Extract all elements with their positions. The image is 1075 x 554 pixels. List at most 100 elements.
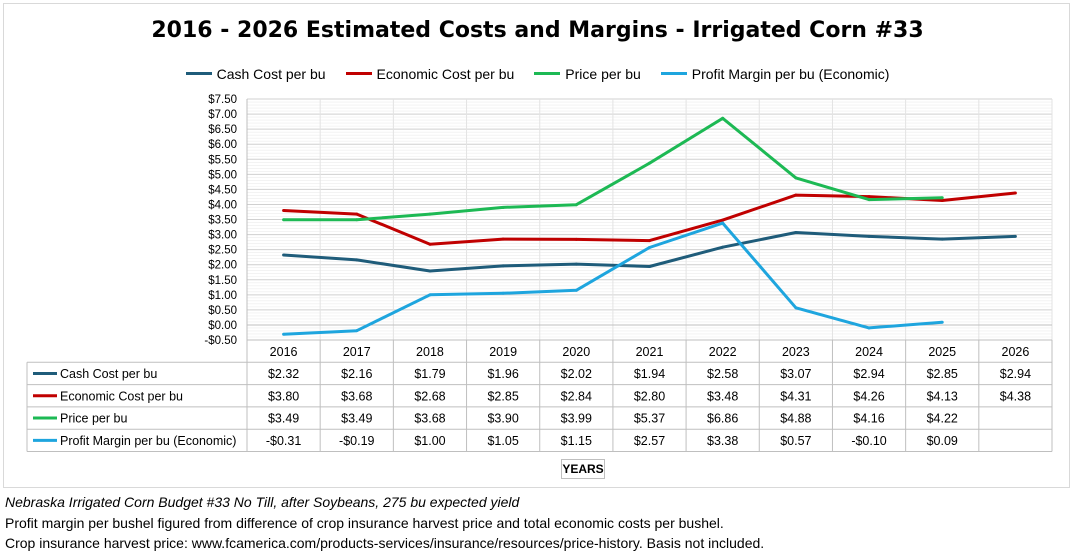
data-point [940, 196, 944, 200]
data-point [501, 291, 505, 295]
x-axis-title: YEARS [561, 459, 605, 479]
data-label: $4.38 [1000, 389, 1031, 403]
data-point [282, 218, 286, 222]
data-label: $4.22 [927, 412, 958, 426]
legend-item: Economic Cost per bu [345, 65, 515, 82]
data-label: $3.49 [341, 412, 372, 426]
data-label: $1.94 [634, 367, 665, 381]
legend-item: Cash Cost per bu [185, 65, 326, 82]
y-tick-label: $5.00 [208, 169, 237, 181]
data-label: $1.05 [487, 434, 518, 448]
x-tick-label: 2020 [562, 345, 590, 359]
data-point [721, 116, 725, 120]
data-point [794, 306, 798, 310]
data-label: $2.84 [561, 389, 592, 403]
data-label: $3.68 [414, 412, 445, 426]
data-label: $3.07 [780, 367, 811, 381]
data-point [648, 161, 651, 165]
data-label: $1.96 [487, 367, 518, 381]
data-point [867, 326, 871, 330]
data-label: $2.85 [487, 389, 518, 403]
x-tick-label: 2022 [709, 345, 737, 359]
data-label: $2.32 [268, 367, 299, 381]
legend-item: Profit Margin per bu (Economic) [660, 65, 890, 82]
y-tick-label: $7.00 [208, 109, 237, 121]
table-series-name: Economic Cost per bu [60, 389, 183, 403]
legend-item: Price per bu [534, 66, 641, 82]
data-label: $2.94 [1000, 367, 1031, 381]
data-label: $3.99 [561, 412, 592, 426]
x-tick-label: 2016 [270, 345, 298, 359]
data-label: $2.02 [561, 367, 592, 381]
y-tick-label: $3.00 [208, 230, 237, 242]
y-tick-label: $3.50 [208, 215, 237, 227]
y-tick-label: $4.50 [208, 184, 237, 196]
series-line-2 [283, 116, 943, 222]
data-label: $4.13 [927, 389, 958, 403]
y-tick-label: $5.50 [208, 154, 237, 166]
x-tick-label: 2024 [855, 345, 883, 359]
data-point [355, 218, 359, 222]
data-point [794, 176, 798, 180]
data-point [574, 288, 578, 292]
data-point [428, 212, 432, 216]
data-point [648, 239, 651, 243]
data-point [648, 264, 651, 268]
data-label: $2.85 [927, 367, 958, 381]
data-point [428, 269, 432, 273]
table-series-name: Profit Margin per bu (Economic) [60, 434, 236, 448]
data-point [648, 246, 651, 250]
data-point [282, 253, 286, 257]
data-point [428, 293, 432, 297]
y-tick-label: $0.00 [208, 320, 237, 332]
data-label: $4.31 [780, 389, 811, 403]
legend: Cash Cost per bu Economic Cost per bu Pric… [0, 62, 1075, 82]
data-point [355, 329, 359, 333]
table-series-name: Cash Cost per bu [60, 367, 157, 381]
data-point [721, 221, 725, 225]
data-label: $1.00 [414, 434, 445, 448]
data-point [794, 193, 798, 197]
x-tick-label: 2021 [636, 345, 664, 359]
data-label: $3.38 [707, 434, 738, 448]
series-line-3 [283, 221, 943, 336]
data-label: -$0.19 [339, 434, 374, 448]
data-point [721, 245, 725, 249]
data-point [428, 242, 432, 246]
legend-label: Profit Margin per bu (Economic) [691, 65, 890, 82]
data-label: $2.94 [853, 367, 884, 381]
data-point [1013, 234, 1017, 238]
data-point [940, 199, 944, 203]
data-label: $2.80 [634, 389, 665, 403]
data-label: -$0.31 [266, 434, 301, 448]
data-label: $3.80 [268, 389, 299, 403]
y-tick-label: $6.00 [208, 139, 237, 151]
data-label: -$0.10 [851, 434, 886, 448]
data-point [574, 237, 578, 241]
y-tick-label: $0.50 [208, 305, 237, 317]
legend-label: Economic Cost per bu [376, 65, 515, 82]
data-label: $5.37 [634, 412, 665, 426]
data-label: $4.16 [853, 412, 884, 426]
data-point [355, 212, 359, 216]
footer-line-3: Crop insurance harvest price: www.fcamer… [5, 535, 765, 551]
legend-label: Cash Cost per bu [216, 65, 326, 82]
data-point [1013, 191, 1017, 195]
data-point [940, 237, 944, 241]
data-point [574, 203, 578, 207]
data-point [867, 234, 871, 238]
y-tick-label: $2.00 [208, 260, 237, 272]
data-label: $6.86 [707, 412, 738, 426]
data-point [501, 205, 505, 209]
data-label: $2.57 [634, 434, 665, 448]
footer-notes: Nebraska Irrigated Corn Budget #33 No Ti… [5, 492, 764, 554]
chart-frame [3, 3, 1070, 488]
data-point [282, 332, 286, 336]
legend-swatch [185, 72, 212, 75]
data-label: $0.09 [927, 434, 958, 448]
data-point [794, 230, 798, 234]
data-point [867, 198, 871, 202]
data-point [282, 208, 286, 212]
legend-swatch [660, 72, 687, 75]
